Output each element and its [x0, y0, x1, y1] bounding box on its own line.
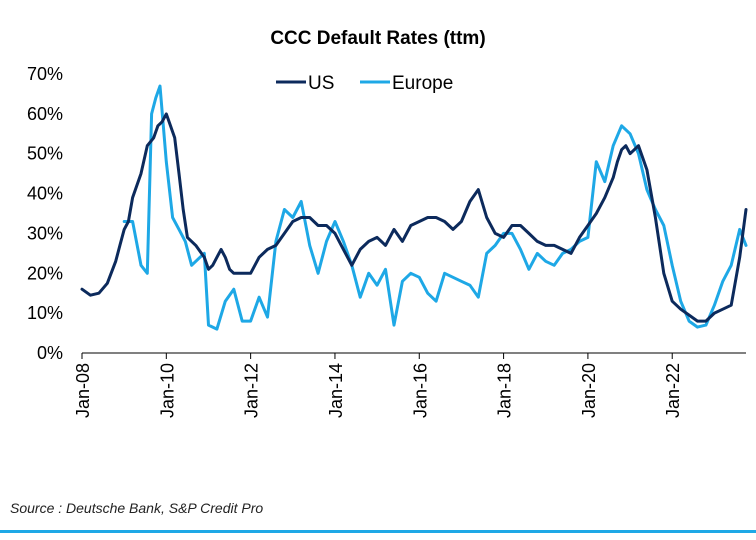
series-line-us — [80, 112, 748, 323]
chart-title: CCC Default Rates (ttm) — [270, 28, 486, 49]
line-chart: 0%10%20%30%40%50%60%70% Jan-08 Jan-10 Jan-… — [27, 64, 748, 418]
x-tick-label: Jan-12 — [242, 363, 262, 418]
source-note: Source : Deutsche Bank, S&P Credit Pro — [10, 500, 264, 516]
y-tick-label: 70% — [27, 64, 63, 84]
y-tick-label: 40% — [27, 184, 63, 204]
y-tick-label: 50% — [27, 144, 63, 164]
legend-label-europe: Europe — [392, 73, 453, 94]
x-tick-label: Jan-08 — [73, 363, 93, 418]
x-tick-label: Jan-16 — [410, 363, 430, 418]
y-tick-label: 60% — [27, 104, 63, 124]
bottom-rule — [0, 530, 756, 533]
legend-label-us: US — [308, 73, 334, 94]
legend: US Europe — [276, 73, 453, 94]
x-tick-label: Jan-20 — [579, 363, 599, 418]
y-tick-label: 30% — [27, 223, 63, 243]
y-tick-label: 10% — [27, 303, 63, 323]
x-tick-label: Jan-10 — [157, 363, 177, 418]
y-tick-label: 0% — [37, 343, 63, 363]
x-tick-label: Jan-14 — [326, 363, 346, 418]
y-axis-labels: 0% 10% 20% 30% 40% 50% 60% 70% — [27, 64, 63, 363]
series-line-europe — [122, 84, 748, 331]
x-tick-label: Jan-22 — [663, 363, 683, 418]
x-axis: Jan-08 Jan-10 Jan-12 Jan-14 Jan-16 Jan-18 Jan-… — [73, 352, 746, 418]
y-tick-label: 20% — [27, 263, 63, 283]
x-tick-label: Jan-18 — [495, 363, 515, 418]
series-lines — [80, 84, 748, 331]
